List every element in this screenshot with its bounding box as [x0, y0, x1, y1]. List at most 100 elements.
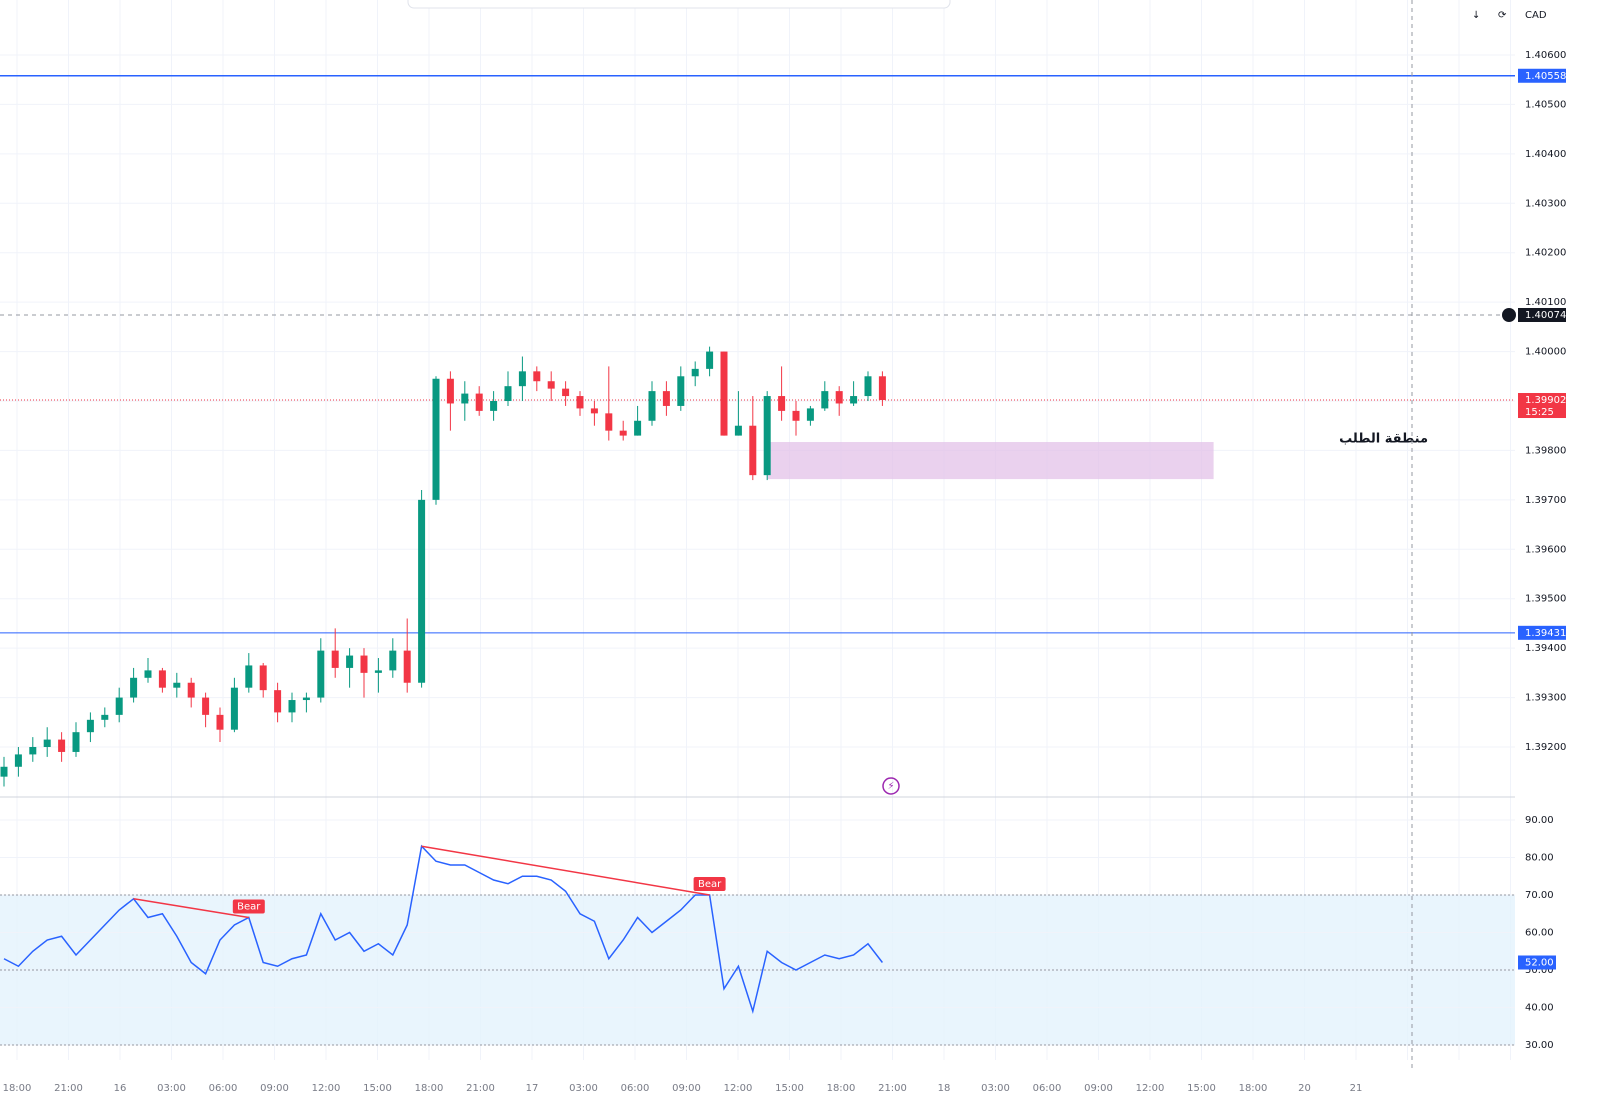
countdown: 15:25	[1525, 407, 1554, 418]
candle-body	[317, 650, 325, 698]
candle-body	[763, 396, 771, 476]
y-tick-label: 1.40600	[1525, 50, 1566, 61]
download-icon[interactable]: ↓	[1472, 10, 1480, 21]
y-tick-label: 1.40000	[1525, 347, 1566, 358]
divergence-line	[421, 845, 710, 896]
x-tick-label: 18	[938, 1083, 951, 1094]
x-tick-label: 09:00	[260, 1083, 289, 1094]
refresh-icon[interactable]: ⟳	[1498, 10, 1507, 21]
x-tick-label: 12:00	[312, 1083, 341, 1094]
rsi-tick-label: 30.00	[1525, 1040, 1554, 1051]
level-tag	[1518, 625, 1566, 640]
rsi-line	[3, 844, 883, 1015]
candle-body	[778, 396, 786, 411]
rsi-tick-label: 50.00	[1525, 965, 1554, 976]
candle-body	[202, 697, 210, 715]
candle-body	[0, 766, 8, 777]
add-alert-button[interactable]	[1502, 307, 1516, 322]
candle-body	[86, 719, 94, 733]
divergence-label: Bear	[698, 879, 722, 890]
divergence-label: Bear	[237, 902, 261, 913]
crosshair-label: 1.40074	[1525, 310, 1566, 321]
candle-body	[605, 413, 613, 431]
candle-body	[14, 754, 22, 767]
candle-body	[749, 425, 757, 476]
x-tick-label: 12:00	[724, 1083, 753, 1094]
candle-body	[115, 697, 123, 715]
candle-body	[878, 376, 886, 401]
y-tick-label: 1.40200	[1525, 248, 1566, 259]
candle-body	[432, 378, 440, 500]
candle-body	[288, 700, 296, 713]
candle-body	[648, 391, 656, 421]
alert-icon[interactable]	[882, 777, 900, 795]
candle-body	[72, 732, 80, 752]
divergence-line	[133, 898, 249, 919]
x-tick-label: 06:00	[209, 1083, 238, 1094]
candle-body	[821, 391, 829, 409]
candle-body	[490, 401, 498, 411]
x-tick-label: 18:00	[415, 1083, 444, 1094]
divergence-tag	[232, 899, 265, 914]
candle-body	[864, 376, 872, 397]
x-tick-label: 03:00	[569, 1083, 598, 1094]
candle-body	[562, 388, 570, 397]
candle-body	[792, 410, 800, 421]
x-tick-label: 03:00	[157, 1083, 186, 1094]
currency[interactable]: CAD	[1525, 10, 1547, 21]
x-tick-label: 15:00	[363, 1083, 392, 1094]
rsi-tick-label: 80.00	[1525, 853, 1554, 864]
candle-body	[389, 650, 397, 671]
last-price-label: 1.39902	[1525, 395, 1566, 406]
candle-body	[576, 396, 584, 409]
candle-body	[734, 425, 742, 436]
candle-body	[259, 665, 267, 691]
level-tag	[1518, 68, 1566, 83]
rsi-tag	[1518, 955, 1556, 970]
candle-body	[504, 386, 512, 401]
candle-body	[533, 371, 541, 382]
rsi-tick-label: 90.00	[1525, 815, 1554, 826]
x-tick-label: 06:00	[621, 1083, 650, 1094]
candle-body	[706, 351, 714, 369]
candle-body	[331, 650, 339, 668]
candle-body	[806, 408, 814, 421]
candle-body	[216, 714, 224, 730]
y-tick-label: 1.39600	[1525, 544, 1566, 555]
candle-body	[346, 655, 354, 668]
crosshair-tag	[1518, 307, 1566, 322]
candle-body	[43, 739, 51, 747]
zone-label: منطقة الطلب	[1339, 432, 1428, 447]
x-tick-label: 20	[1298, 1083, 1311, 1094]
toolbar[interactable]	[407, 0, 951, 9]
candle-body	[158, 670, 166, 688]
candle-body	[245, 665, 253, 688]
candle-body	[446, 378, 454, 404]
y-tick-label: 1.39500	[1525, 594, 1566, 605]
x-tick-label: 15:00	[775, 1083, 804, 1094]
x-tick-label: 16	[114, 1083, 127, 1094]
y-tick-label: 1.39400	[1525, 643, 1566, 654]
x-tick-label: 09:00	[1084, 1083, 1113, 1094]
candle-body	[547, 381, 555, 389]
candle-body	[130, 677, 138, 698]
x-tick-label: 09:00	[672, 1083, 701, 1094]
rsi-tick-label: 40.00	[1525, 1003, 1554, 1014]
x-tick-label: 21	[1350, 1083, 1363, 1094]
candle-body	[475, 393, 483, 411]
y-tick-label: 1.39800	[1525, 445, 1566, 456]
background-layer	[0, 0, 1515, 1060]
y-tick-label: 1.40100	[1525, 297, 1566, 308]
candle-body	[662, 391, 670, 406]
rsi-tick-label: 70.00	[1525, 890, 1554, 901]
x-tick-label: 06:00	[1033, 1083, 1062, 1094]
candle-body	[835, 391, 843, 404]
candle-body	[274, 690, 282, 713]
x-tick-label: 17	[526, 1083, 539, 1094]
candle-body	[187, 682, 195, 698]
rsi-tick-label: 60.00	[1525, 928, 1554, 939]
y-tick-label: 1.40500	[1525, 99, 1566, 110]
candle-body	[302, 697, 310, 701]
candle-body	[173, 682, 181, 688]
